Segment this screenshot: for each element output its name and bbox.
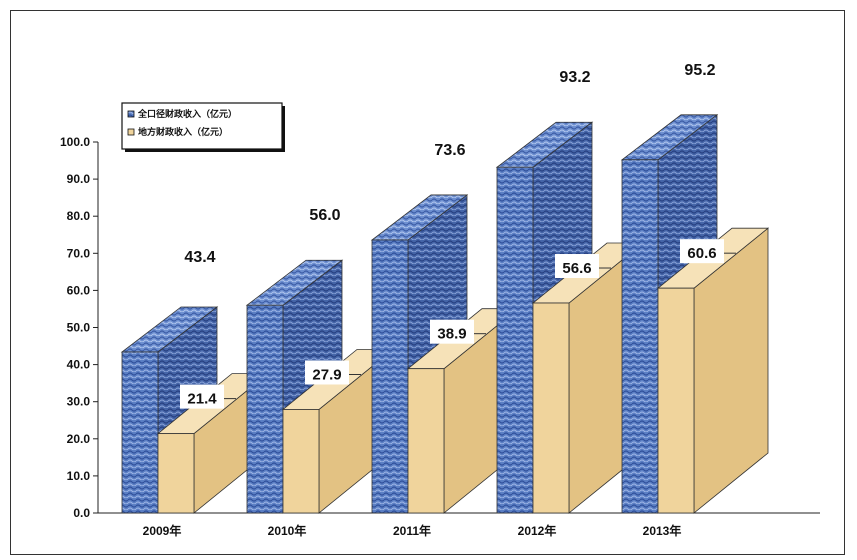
y-tick-label: 0.0 <box>73 506 90 520</box>
data-label-box <box>555 254 599 279</box>
data-label-series1: 95.2 <box>684 62 715 79</box>
y-tick-label: 30.0 <box>67 395 91 409</box>
data-label-series1: 43.4 <box>184 249 215 266</box>
x-tick-label: 2011年 <box>393 523 431 538</box>
data-label-series2: 38.9 <box>437 326 466 343</box>
bar-series2 <box>656 227 770 514</box>
y-tick-label: 50.0 <box>67 321 91 335</box>
legend-box <box>121 102 283 150</box>
x-tick-label: 2012年 <box>518 523 557 538</box>
data-label-box <box>680 239 724 264</box>
data-label-series1: 93.2 <box>559 69 590 86</box>
data-label-series1: 56.0 <box>309 207 340 224</box>
data-label-series2: 27.9 <box>312 366 341 383</box>
y-tick-label: 40.0 <box>67 358 91 372</box>
legend-swatch <box>127 110 135 118</box>
x-tick-label: 2009年 <box>143 523 182 538</box>
data-label-series2: 56.6 <box>562 260 591 277</box>
y-tick-label: 60.0 <box>67 283 91 297</box>
x-tick-label: 2010年 <box>268 523 307 538</box>
y-tick-label: 80.0 <box>67 209 91 223</box>
legend-label: 地方财政收入（亿元） <box>138 126 228 137</box>
legend: 全口径财政收入（亿元） 地方财政收入（亿元） <box>121 102 285 152</box>
data-label-series1: 73.6 <box>434 142 465 159</box>
legend-label: 全口径财政收入（亿元） <box>137 108 237 119</box>
x-tick-label: 2013年 <box>643 523 682 538</box>
y-tick-label: 90.0 <box>67 172 91 186</box>
data-label-box <box>430 319 474 344</box>
y-tick-label: 100.0 <box>60 135 90 149</box>
data-label-box <box>180 384 224 409</box>
data-label-series2: 21.4 <box>187 391 217 408</box>
y-tick-label: 10.0 <box>67 469 91 483</box>
y-tick-label: 20.0 <box>67 432 91 446</box>
data-label-series2: 60.6 <box>687 245 716 262</box>
legend-swatch <box>127 128 135 136</box>
y-tick-label: 70.0 <box>67 246 91 260</box>
data-label-box <box>305 360 349 385</box>
